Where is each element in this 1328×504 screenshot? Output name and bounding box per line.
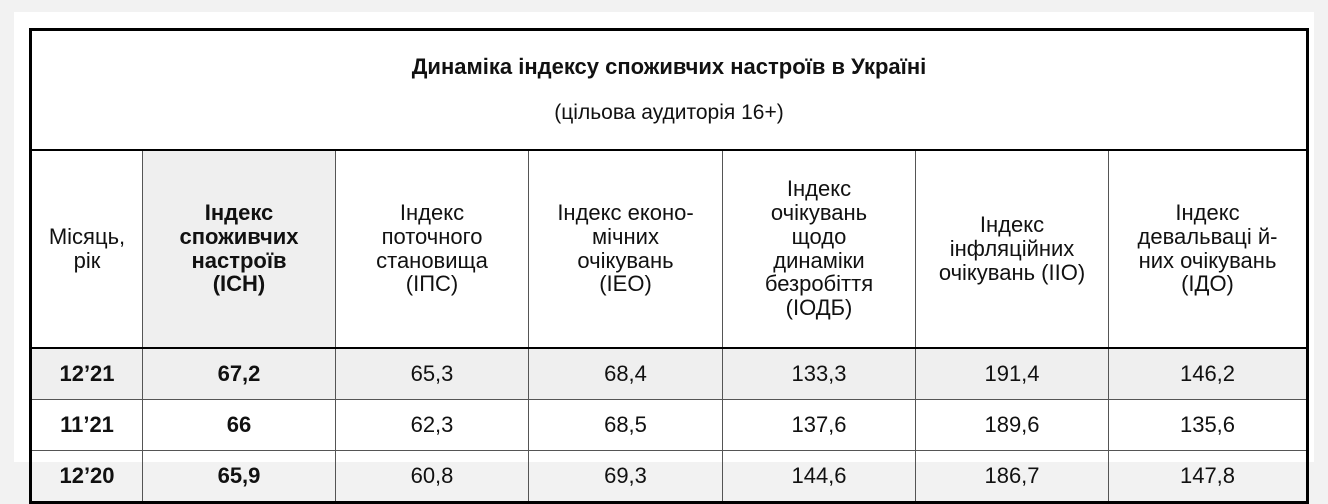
- value-cell: 68,4: [528, 347, 723, 400]
- month-cell: 11’21: [30, 398, 143, 451]
- page: Динаміка індексу споживчих настроїв в Ук…: [14, 12, 1314, 504]
- value-cell: 62,3: [335, 398, 529, 451]
- month-cell: 12’20: [30, 449, 143, 503]
- data-row: 11’21 66 62,3 68,5 137,6 189,6 135,6: [30, 398, 1308, 451]
- value-cell: 144,6: [722, 449, 916, 503]
- header-cell: Індекс очікувань щодо динаміки безробітт…: [722, 149, 916, 349]
- value-cell: 65,3: [335, 347, 529, 400]
- value-cell: 191,4: [915, 347, 1109, 400]
- value-cell: 60,8: [335, 449, 529, 503]
- value-cell: 147,8: [1108, 449, 1308, 503]
- value-cell: 135,6: [1108, 398, 1308, 451]
- header-cell: Індекс споживчих настроїв (ІСН): [142, 149, 336, 349]
- header-cell: Індекс інфляційних очікувань (ІІО): [915, 149, 1109, 349]
- value-cell: 67,2: [142, 347, 336, 400]
- value-cell: 133,3: [722, 347, 916, 400]
- data-row: 12’20 65,9 60,8 69,3 144,6 186,7 147,8: [30, 449, 1308, 503]
- data-row: 12’21 67,2 65,3 68,4 133,3 191,4 146,2: [30, 347, 1308, 400]
- table-title: Динаміка індексу споживчих настроїв в Ук…: [411, 53, 927, 79]
- value-cell: 189,6: [915, 398, 1109, 451]
- table-subtitle: (цільова аудиторія 16+): [554, 101, 784, 125]
- header-row: Місяць, рік Індекс споживчих настроїв (І…: [30, 149, 1308, 349]
- value-cell: 69,3: [528, 449, 723, 503]
- value-cell: 146,2: [1108, 347, 1308, 400]
- value-cell: 66: [142, 398, 336, 451]
- month-cell: 12’21: [30, 347, 143, 400]
- value-cell: 137,6: [722, 398, 916, 451]
- title-row: Динаміка індексу споживчих настроїв в Ук…: [30, 28, 1308, 151]
- value-cell: 65,9: [142, 449, 336, 503]
- index-table: Динаміка індексу споживчих настроїв в Ук…: [29, 28, 1309, 504]
- value-cell: 186,7: [915, 449, 1109, 503]
- header-cell: Індекс еконо- мічних очікувань (ІЕО): [528, 149, 723, 349]
- header-cell: Місяць, рік: [30, 149, 143, 349]
- header-cell: Індекс поточного становища (ІПС): [335, 149, 529, 349]
- title-cell: Динаміка індексу споживчих настроїв в Ук…: [30, 28, 1308, 151]
- value-cell: 68,5: [528, 398, 723, 451]
- header-cell: Індекс девальваці й- них очікувань (ІДО): [1108, 149, 1308, 349]
